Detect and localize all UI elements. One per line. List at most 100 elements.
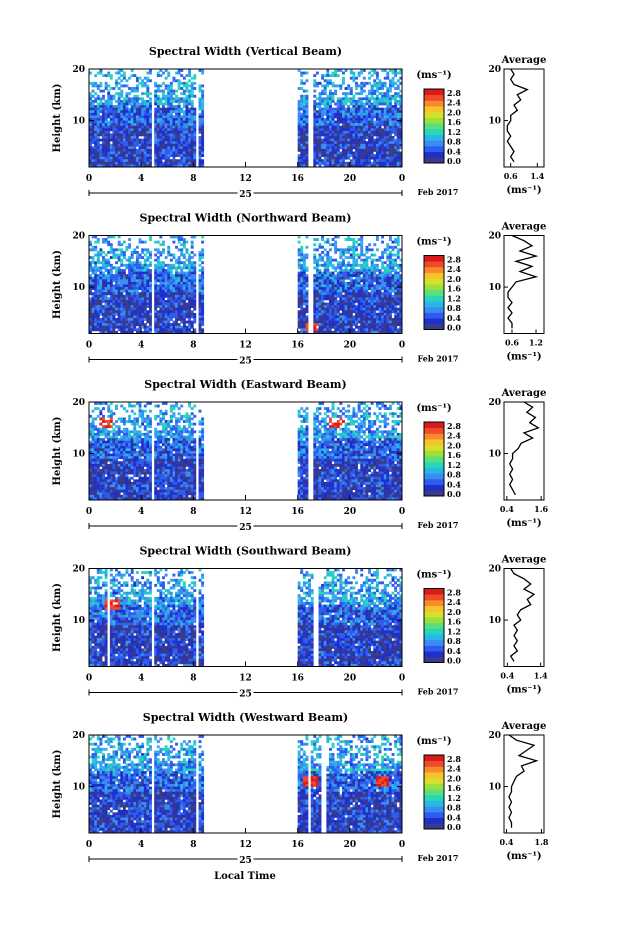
heatmap-cell [89, 284, 92, 288]
heatmap-cell [91, 115, 95, 119]
heatmap-cell [185, 310, 189, 314]
heatmap-cell [96, 84, 100, 88]
heatmap-cell [96, 94, 100, 98]
heatmap-cell [120, 279, 124, 283]
heatmap-cell [175, 130, 178, 134]
heatmap-cell [388, 261, 392, 265]
heatmap-cell [355, 312, 358, 316]
heatmap-cell [107, 297, 111, 301]
heatmap-cell [167, 143, 171, 147]
heatmap-cell [141, 102, 145, 106]
heatmap-cell [172, 115, 176, 119]
heatmap-cell [394, 102, 398, 106]
heatmap-cell [355, 305, 358, 309]
heatmap-cell [188, 138, 192, 142]
heatmap-cell [365, 146, 369, 150]
heatmap-cell [91, 292, 95, 296]
heatmap-cell [368, 299, 371, 303]
heatmap-cell [386, 161, 390, 165]
heatmap-cell [164, 76, 168, 80]
heatmap-cell [185, 115, 189, 119]
heatmap-cell [112, 107, 116, 111]
heatmap-cell [138, 154, 142, 157]
heatmap-cell [334, 328, 338, 332]
heatmap-cell [386, 271, 390, 275]
heatmap-cell [164, 118, 168, 121]
heatmap-cell [198, 269, 202, 272]
heatmap-cell [180, 146, 184, 150]
heatmap-cell [391, 281, 395, 285]
heatmap-cell [104, 133, 108, 137]
heatmap-cell [360, 245, 364, 249]
heatmap-cell [102, 325, 105, 329]
heatmap-cell [172, 159, 176, 163]
heatmap-cell [300, 146, 304, 150]
heatmap-cell [122, 71, 126, 75]
heatmap-cell [396, 156, 400, 160]
heatmap-cell [99, 320, 103, 324]
heatmap-cell [167, 248, 171, 252]
heatmap-cell [138, 112, 142, 116]
heatmap-cell [328, 274, 332, 278]
heatmap-cell [331, 310, 335, 314]
heatmap-cell [162, 102, 165, 106]
heatmap-cell [381, 294, 385, 298]
heatmap-cell [148, 274, 152, 278]
heatmap-cell [336, 261, 340, 265]
heatmap-cell [198, 307, 202, 311]
heatmap-cell [323, 323, 327, 327]
heatmap-cell [188, 294, 192, 298]
heatmap-cell [156, 154, 160, 157]
heatmap-cell [339, 99, 343, 103]
heatmap-cell [190, 143, 194, 147]
heatmap-cell [120, 151, 124, 155]
heatmap-cell [347, 323, 351, 327]
heatmap-cell [326, 289, 330, 293]
heatmap-cell [394, 156, 398, 160]
heatmap-cell [198, 256, 202, 260]
heatmap-cell [355, 84, 358, 88]
heatmap-cell [383, 164, 387, 168]
heatmap-cell [347, 146, 351, 150]
heatmap-cell [182, 123, 186, 127]
heatmap-cell [386, 245, 390, 249]
heatmap-cell [386, 269, 390, 272]
heatmap-cell [148, 287, 152, 290]
heatmap-cell [159, 138, 163, 142]
heatmap-cell [365, 256, 369, 260]
heatmap-cell [143, 248, 147, 252]
heatmap-cell [321, 76, 325, 80]
heatmap-cell [315, 302, 319, 306]
heatmap-cell [175, 318, 178, 321]
heatmap-cell [355, 299, 358, 303]
heatmap-cell [167, 110, 171, 114]
heatmap-cell [347, 310, 351, 314]
heatmap-cell [375, 148, 379, 152]
heatmap-cell [355, 323, 358, 327]
heatmap-cell [172, 279, 176, 283]
heatmap-cell [164, 164, 168, 168]
heatmap-cell [117, 235, 121, 239]
heatmap-cell [297, 261, 301, 265]
heatmap-cell [370, 305, 374, 309]
heatmap-cell [198, 258, 202, 262]
heatmap-cell [135, 159, 139, 163]
heatmap-cell [300, 320, 304, 324]
heatmap-cell [146, 71, 150, 75]
heatmap-cell [349, 328, 353, 332]
heatmap-cell [148, 99, 152, 103]
heatmap-cell [99, 292, 103, 296]
heatmap-cell [107, 115, 111, 119]
heatmap-cell [141, 266, 145, 270]
heatmap-cell [104, 87, 108, 90]
heatmap-cell [167, 94, 171, 98]
heatmap-cell [368, 110, 371, 114]
heatmap-cell [193, 123, 197, 127]
heatmap-cell [368, 99, 371, 103]
heatmap-cell [399, 294, 403, 298]
heatmap-cell [89, 146, 92, 150]
heatmap-cell [182, 271, 186, 275]
heatmap-cell [349, 269, 353, 272]
heatmap-cell [182, 307, 186, 311]
heatmap-cell [175, 112, 178, 116]
